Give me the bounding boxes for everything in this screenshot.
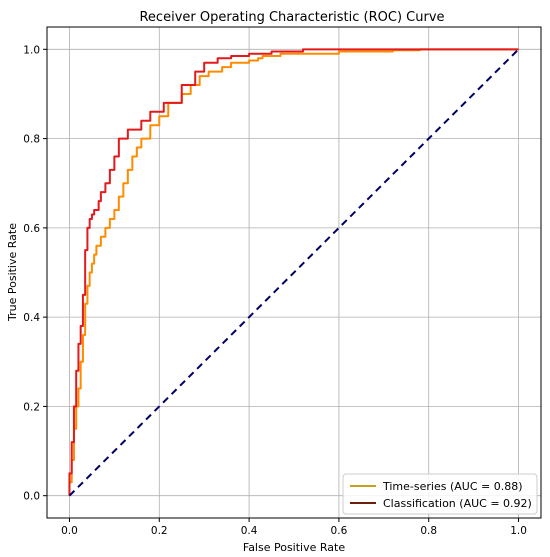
grid-layer [47,27,541,518]
series-layer [68,48,520,497]
legend: Time-series (AUC = 0.88) Classification … [342,473,538,515]
series-line-chance-diagonal [68,48,520,497]
y-tick-label-4: 0.8 [23,134,40,146]
series-line-time-series [68,48,519,496]
legend-label-classification: Classification (AUC = 0.92) [383,497,532,510]
x-tick-label-3: 0.6 [331,525,348,537]
plot-frame [46,26,542,519]
y-tick-label-5: 1.0 [23,44,40,56]
x-axis-label: False Positive Rate [243,541,345,554]
x-tick-label-0: 0.0 [61,525,78,537]
x-tick-label-4: 0.8 [420,525,437,537]
y-axis-label: True Positive Rate [6,223,19,322]
tick-layer: 0.0 0.2 0.4 0.6 0.8 1.0 0.0 0.2 0.4 0.6 0.8 1.0 [23,44,527,537]
y-tick-label-1: 0.2 [23,401,40,413]
series-line-classification [68,48,519,496]
y-tick-label-3: 0.6 [23,223,40,235]
legend-label-time-series: Time-series (AUC = 0.88) [382,480,523,493]
y-tick-label-2: 0.4 [23,312,40,324]
x-tick-label-5: 1.0 [510,525,527,537]
x-tick-label-1: 0.2 [151,525,168,537]
chart-title: Receiver Operating Characteristic (ROC) … [139,10,444,25]
y-tick-label-0: 0.0 [23,491,40,503]
x-tick-label-2: 0.4 [241,525,258,537]
legend-box [342,473,538,515]
